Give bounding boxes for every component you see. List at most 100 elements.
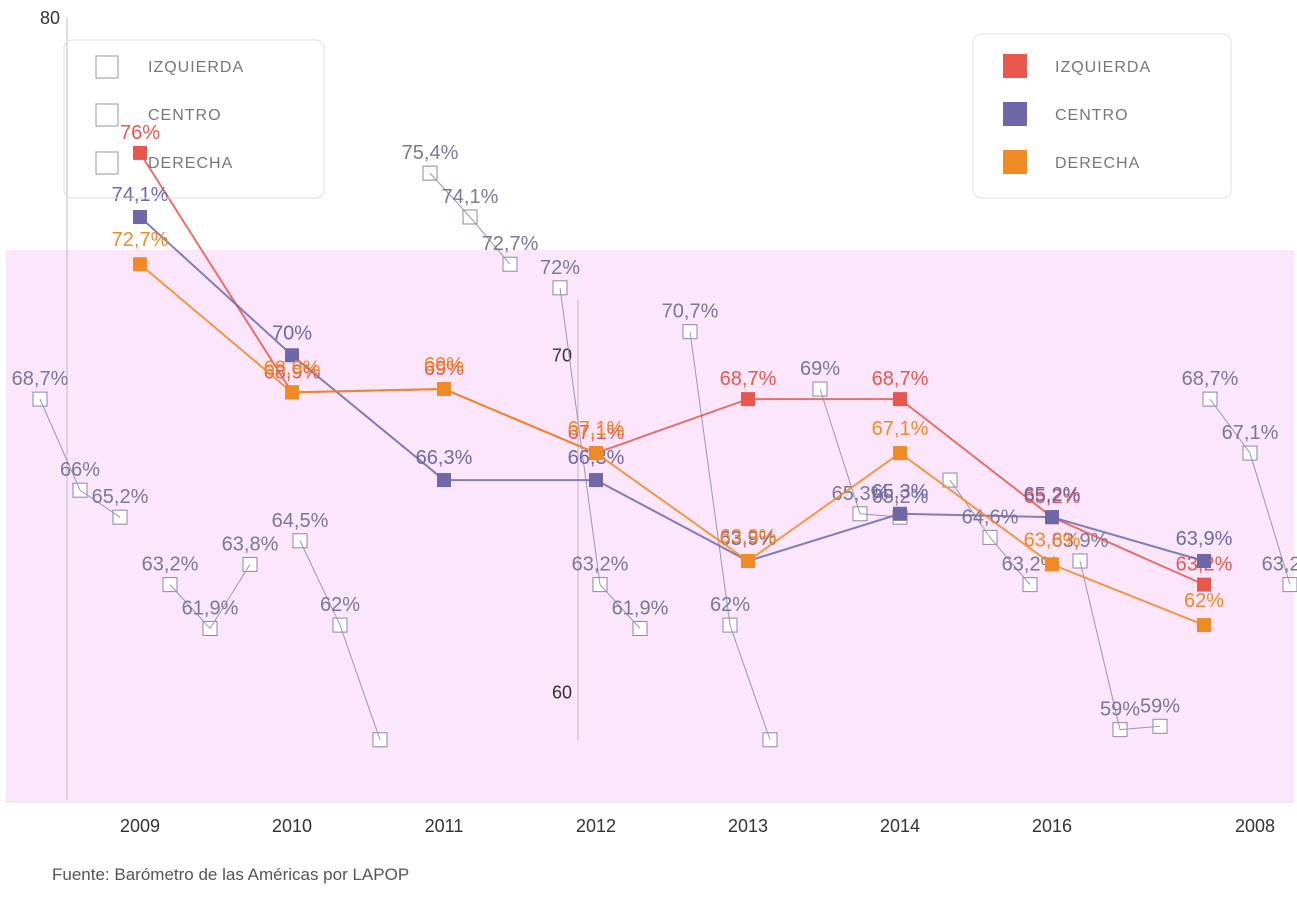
x-tick-label: 2010 xyxy=(272,816,312,836)
regional-segment xyxy=(819,388,861,514)
data-point xyxy=(437,382,451,396)
data-label: 65,2% xyxy=(1024,484,1081,506)
y-tick-label: 60 xyxy=(552,683,572,703)
regional-label: 64,5% xyxy=(272,510,329,532)
data-point xyxy=(1045,557,1059,572)
legend-label: CENTRO xyxy=(1055,107,1129,124)
regional-label: 61,9% xyxy=(612,597,669,619)
data-point xyxy=(741,554,755,569)
y-axis-ticks: 60 70 80 xyxy=(40,8,572,703)
regional-segment xyxy=(469,216,511,265)
regional-label: 59% xyxy=(1100,699,1140,721)
regional-label: 65,2% xyxy=(872,486,929,508)
data-point xyxy=(1197,618,1211,633)
legend-box xyxy=(972,33,1232,199)
data-label: 67,1% xyxy=(872,418,929,440)
x-axis-ticks: 2008 2009 2010 2011 2012 2013 2014 2016 xyxy=(120,816,1275,836)
regional-label: 69% xyxy=(800,358,840,380)
data-label: 69% xyxy=(424,354,464,376)
x-tick-label: 2013 xyxy=(728,816,768,836)
y-tick-label: 70 xyxy=(552,345,572,365)
legend-label: IZQUIERDA xyxy=(1055,59,1151,76)
x-tick-label: 2009 xyxy=(120,816,160,836)
data-label: 63,9% xyxy=(720,526,777,548)
regional-label: 64,6% xyxy=(962,506,1019,528)
regional-label: 68,7% xyxy=(12,368,69,390)
data-label: 67,1% xyxy=(568,418,625,440)
data-label: 62% xyxy=(1184,590,1224,612)
data-label: 68,7% xyxy=(872,368,929,390)
series-line-centro xyxy=(139,216,1205,563)
regional-segment xyxy=(339,624,381,740)
regional-segment xyxy=(599,584,641,629)
regional-segment xyxy=(209,564,251,629)
regional-label: 61,9% xyxy=(182,597,239,619)
regional-label: 63,8% xyxy=(222,533,279,555)
data-point xyxy=(589,446,603,461)
data-label: 63,9% xyxy=(1176,528,1233,550)
regional-segment xyxy=(1079,560,1121,730)
regional-label: 74,1% xyxy=(442,186,499,208)
regional-label: 72,7% xyxy=(482,233,539,255)
regional-segment xyxy=(169,584,211,629)
data-point xyxy=(1197,554,1211,569)
x-tick-label: 2014 xyxy=(880,816,920,836)
x-tick-label: 2011 xyxy=(425,816,464,836)
data-label: 68,7% xyxy=(720,368,777,390)
data-point xyxy=(893,446,907,461)
data-point xyxy=(133,145,147,160)
data-point xyxy=(285,385,299,400)
regional-segment xyxy=(689,331,731,626)
data-label: 72,7% xyxy=(112,229,169,251)
regional-segment xyxy=(1119,725,1161,731)
data-label: 67,1% xyxy=(568,422,625,444)
x-tick-label: 2008 xyxy=(1235,816,1275,836)
legend-swatch xyxy=(1003,102,1027,126)
source-note: Fuente: Barómetro de las Américas por LA… xyxy=(52,865,409,884)
regional-segment xyxy=(1209,398,1251,454)
regional-segment xyxy=(299,540,341,626)
data-point xyxy=(1197,577,1211,592)
regional-label: 62% xyxy=(710,594,750,616)
regional-label: 70,7% xyxy=(662,301,719,323)
legend-secondary-swatch xyxy=(95,151,119,175)
data-label: 65,2% xyxy=(1024,486,1081,508)
legend-secondary-label: DERECHA xyxy=(148,155,233,172)
regional-segment xyxy=(729,624,771,740)
data-point xyxy=(893,506,907,521)
x-tick-label: 2016 xyxy=(1032,816,1072,836)
regional-segment xyxy=(39,398,81,491)
regional-label: 63,2% xyxy=(142,554,199,576)
series-line-derecha xyxy=(139,263,1205,627)
legend-secondary-swatch xyxy=(95,55,119,79)
regional-label: 67,1% xyxy=(1222,422,1279,444)
data-point xyxy=(1045,510,1059,525)
data-point xyxy=(589,473,603,488)
data-label: 76% xyxy=(120,122,160,144)
data-label: 66,3% xyxy=(416,447,473,469)
data-label: 74,1% xyxy=(112,184,169,206)
y-tick-label: 80 xyxy=(40,8,60,28)
regional-segment xyxy=(1249,452,1291,585)
regional-segment xyxy=(559,287,601,585)
legend-label: DERECHA xyxy=(1055,155,1140,172)
legend-secondary-box xyxy=(63,39,325,199)
regional-segment xyxy=(79,489,121,518)
data-label: 70% xyxy=(272,322,312,344)
regional-label: 66% xyxy=(60,459,100,481)
regional-label: 59% xyxy=(1140,695,1180,717)
legend-secondary-label: CENTRO xyxy=(148,107,222,124)
legend-secondary: IZQUIERDA CENTRO DERECHA xyxy=(63,39,325,199)
data-label: 68,9% xyxy=(264,357,321,379)
regional-label: 72% xyxy=(540,257,580,279)
data-point xyxy=(133,257,147,272)
data-point xyxy=(741,392,755,407)
x-tick-label: 2012 xyxy=(576,816,616,836)
data-label: 63,9% xyxy=(720,528,777,550)
legend-swatch xyxy=(1003,54,1027,78)
regional-label: 63,2% xyxy=(1262,554,1297,576)
regional-segment xyxy=(429,172,471,218)
series-lines: 76% 68,9% 69% 67,1% 68,7% 68,7% 65,2% 63,2% 74,1… xyxy=(112,122,1233,633)
